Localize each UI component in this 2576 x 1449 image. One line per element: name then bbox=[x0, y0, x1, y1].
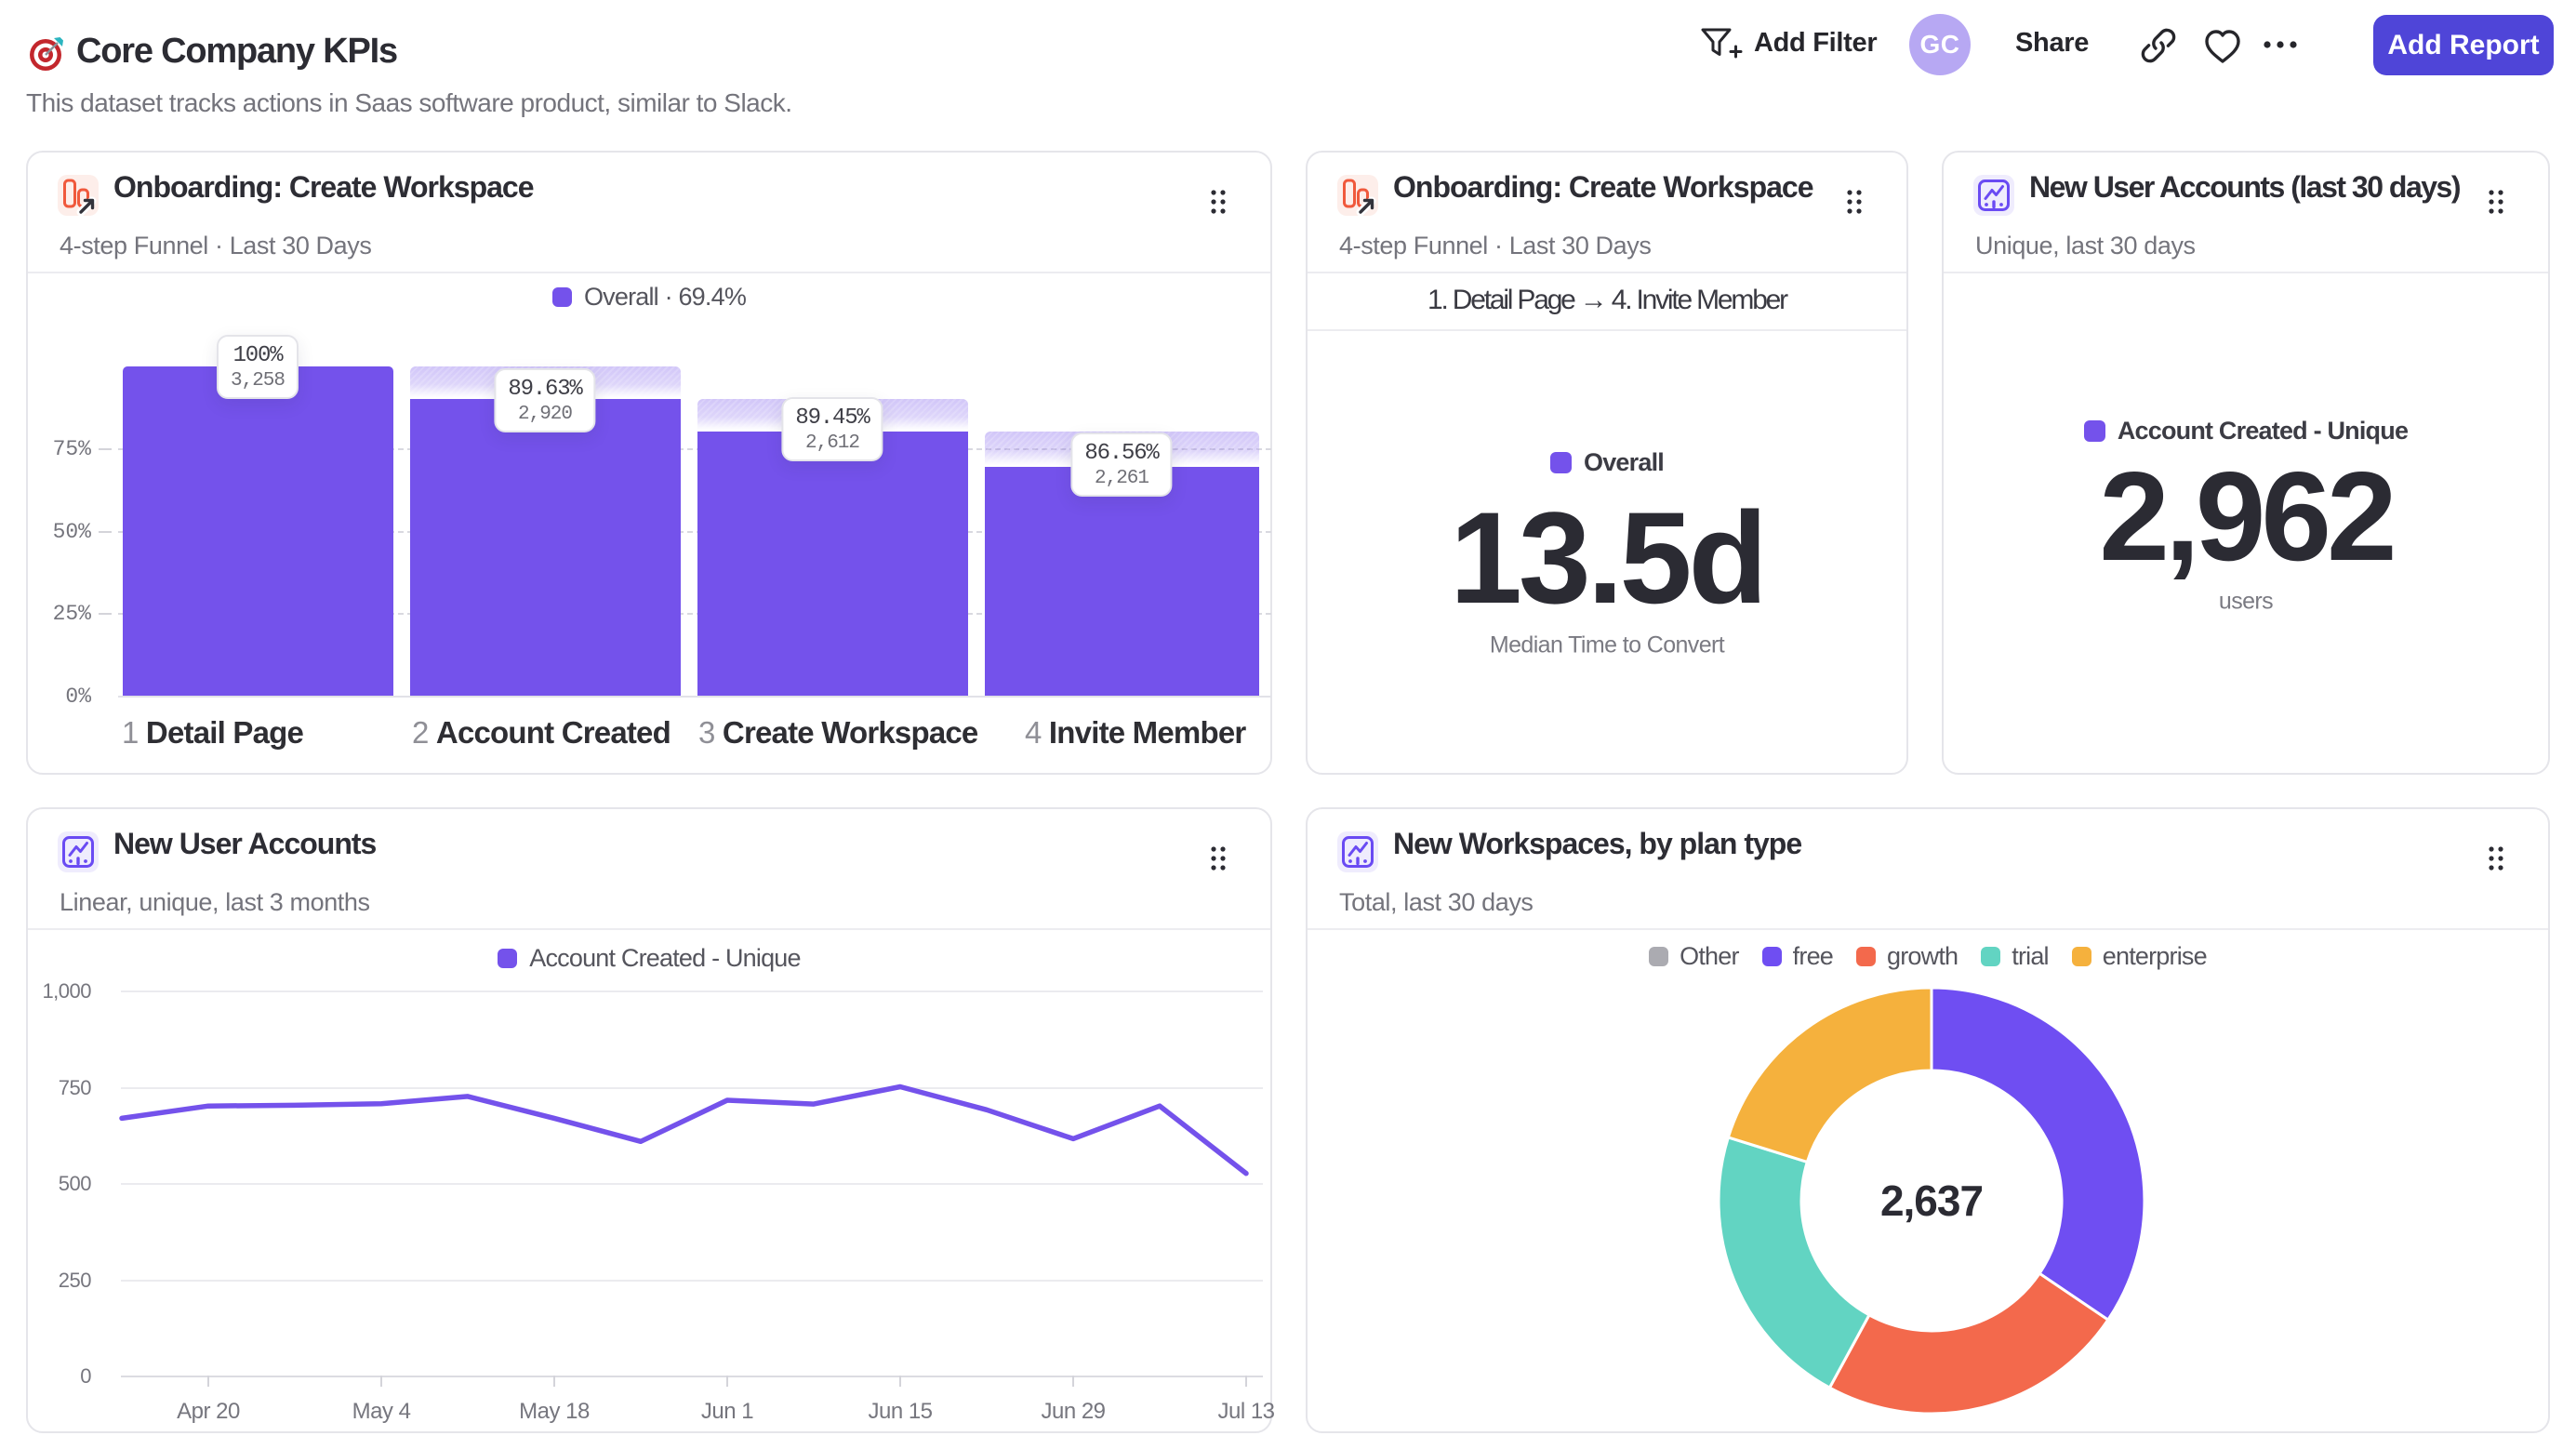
svg-text:2,637: 2,637 bbox=[1880, 1176, 1983, 1225]
